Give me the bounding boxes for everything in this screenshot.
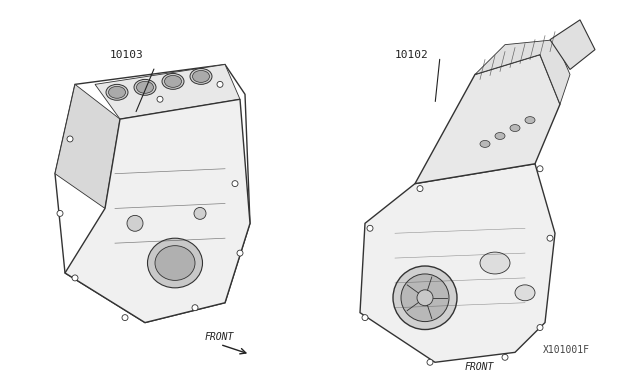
Circle shape bbox=[417, 186, 423, 192]
Ellipse shape bbox=[106, 84, 128, 100]
Ellipse shape bbox=[510, 125, 520, 132]
Circle shape bbox=[127, 215, 143, 231]
Polygon shape bbox=[415, 55, 560, 184]
Ellipse shape bbox=[134, 79, 156, 95]
Circle shape bbox=[393, 266, 457, 330]
Polygon shape bbox=[65, 99, 250, 323]
Circle shape bbox=[217, 81, 223, 87]
Circle shape bbox=[122, 315, 128, 321]
Ellipse shape bbox=[193, 70, 209, 82]
Circle shape bbox=[237, 250, 243, 256]
Circle shape bbox=[401, 274, 449, 321]
Polygon shape bbox=[95, 64, 240, 119]
Circle shape bbox=[157, 96, 163, 102]
Ellipse shape bbox=[109, 86, 125, 98]
Circle shape bbox=[547, 235, 553, 241]
Circle shape bbox=[232, 181, 238, 187]
Circle shape bbox=[537, 166, 543, 172]
Polygon shape bbox=[55, 84, 120, 208]
Text: 10102: 10102 bbox=[395, 49, 429, 60]
Circle shape bbox=[502, 355, 508, 360]
Text: FRONT: FRONT bbox=[205, 333, 234, 343]
Polygon shape bbox=[475, 40, 570, 104]
Ellipse shape bbox=[525, 117, 535, 124]
Ellipse shape bbox=[164, 76, 182, 87]
Circle shape bbox=[67, 136, 73, 142]
Circle shape bbox=[72, 275, 78, 281]
Circle shape bbox=[362, 315, 368, 321]
Ellipse shape bbox=[162, 73, 184, 89]
Ellipse shape bbox=[495, 132, 505, 140]
Circle shape bbox=[367, 225, 373, 231]
Circle shape bbox=[417, 290, 433, 306]
Ellipse shape bbox=[147, 238, 202, 288]
Circle shape bbox=[427, 359, 433, 365]
Circle shape bbox=[192, 305, 198, 311]
Text: 10103: 10103 bbox=[110, 49, 144, 60]
Polygon shape bbox=[360, 164, 555, 362]
Ellipse shape bbox=[136, 81, 154, 93]
Circle shape bbox=[57, 211, 63, 217]
Polygon shape bbox=[550, 20, 595, 70]
Ellipse shape bbox=[480, 141, 490, 147]
Ellipse shape bbox=[515, 285, 535, 301]
Text: FRONT: FRONT bbox=[465, 362, 494, 372]
Ellipse shape bbox=[480, 252, 510, 274]
Circle shape bbox=[194, 208, 206, 219]
Ellipse shape bbox=[155, 246, 195, 280]
Circle shape bbox=[537, 324, 543, 330]
Ellipse shape bbox=[190, 68, 212, 84]
Text: X101001F: X101001F bbox=[543, 345, 590, 355]
